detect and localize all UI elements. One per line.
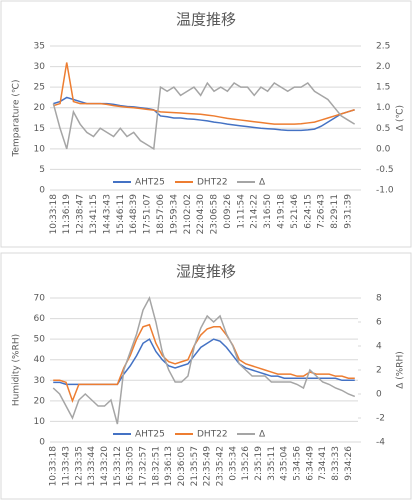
y-tick-label: 25 — [34, 83, 45, 93]
x-tick-label: 17:32:57 — [139, 446, 149, 486]
y-tick-label: 0 — [39, 186, 45, 196]
y2-tick-label: 2.5 — [376, 42, 390, 52]
y-tick-label: 10 — [34, 417, 46, 427]
legend-label: AHT25 — [135, 430, 165, 440]
legend-label: Δ — [259, 430, 266, 440]
x-tick-label: 19:36:13 — [164, 446, 174, 486]
y2-tick-label: -1.0 — [376, 186, 394, 196]
x-tick-label: 16:48:39 — [129, 194, 139, 235]
x-tick-label: 17:51:07 — [143, 194, 153, 234]
y2-tick-label: 8 — [376, 294, 382, 304]
x-tick-label: 10:33:18 — [49, 194, 59, 235]
x-tick-label: 18:57:06 — [156, 194, 166, 235]
x-tick-label: 2:35:19 — [254, 446, 264, 481]
legend-label: Δ — [259, 178, 266, 188]
y2-tick-label: 6 — [376, 318, 382, 328]
y-tick-label: 60 — [34, 314, 46, 324]
y-tick-label: 50 — [34, 335, 46, 345]
y-tick-label: 10 — [34, 144, 46, 154]
x-tick-label: 7:34:41 — [318, 446, 328, 481]
x-tick-label: 11:36:19 — [62, 194, 72, 235]
y2-tick-label: 1.0 — [376, 103, 391, 113]
x-tick-label: 23:06:58 — [210, 194, 220, 235]
x-tick-label: 18:32:51 — [151, 446, 161, 486]
y2-tick-label: -0.5 — [376, 165, 394, 175]
x-tick-label: 4:19:18 — [277, 194, 287, 229]
y2-tick-label: 0 — [376, 390, 382, 400]
x-tick-label: 4:35:04 — [280, 446, 290, 481]
x-tick-label: 15:33:12 — [113, 446, 123, 486]
x-tick-label: 23:35:42 — [216, 446, 226, 486]
chart-title: 温度推移 — [176, 11, 236, 29]
legend-label: DHT22 — [197, 178, 228, 188]
x-tick-label: 9:31:39 — [343, 194, 353, 229]
chart-title: 湿度推移 — [176, 263, 236, 281]
y-tick-label: 70 — [34, 294, 46, 304]
x-tick-label: 21:02:02 — [183, 194, 193, 234]
y2-axis-title: Δ (℃) — [396, 105, 406, 131]
x-tick-label: 5:21:46 — [290, 194, 300, 229]
x-tick-label: 12:38:47 — [76, 194, 86, 234]
y2-tick-label: 2.0 — [376, 62, 391, 72]
x-tick-label: 0:09:26 — [223, 194, 233, 229]
x-tick-label: 1:11:54 — [236, 194, 246, 229]
x-tick-label: 15:46:11 — [116, 194, 126, 234]
data-line — [52, 81, 356, 151]
x-tick-label: 6:34:49 — [305, 446, 315, 481]
y2-tick-label: 1.5 — [376, 83, 390, 93]
x-tick-label: 6:24:15 — [303, 194, 313, 229]
x-tick-label: 16:33:05 — [126, 446, 136, 486]
x-tick-label: 2:14:22 — [250, 194, 260, 229]
x-tick-label: 1:35:26 — [241, 446, 251, 481]
x-tick-label: 14:33:20 — [100, 446, 110, 487]
y-tick-label: 15 — [34, 124, 45, 134]
data-line — [53, 62, 355, 125]
y-tick-label: 20 — [34, 396, 46, 406]
y-tick-label: 35 — [34, 42, 45, 52]
legend-label: AHT25 — [135, 178, 165, 188]
x-tick-label: 8:33:33 — [331, 446, 341, 481]
data-line — [52, 295, 356, 425]
legend-label: DHT22 — [197, 430, 228, 440]
x-tick-label: 22:04:30 — [196, 194, 206, 235]
y2-tick-label: -4 — [376, 438, 385, 448]
x-tick-label: 8:29:11 — [330, 194, 340, 229]
x-tick-label: 22:35:49 — [203, 446, 213, 487]
x-tick-label: 19:59:34 — [169, 194, 179, 235]
y2-tick-label: 4 — [376, 342, 382, 352]
x-tick-label: 20:36:05 — [177, 446, 187, 486]
x-tick-label: 3:16:50 — [263, 194, 273, 229]
y2-tick-label: 0.5 — [376, 124, 390, 134]
y-tick-label: 30 — [34, 62, 46, 72]
y2-tick-label: 0.0 — [376, 144, 391, 154]
x-tick-label: 5:34:56 — [293, 446, 303, 481]
y2-tick-label: 2 — [376, 366, 382, 376]
y-axis-title: Temparature (℃) — [12, 80, 22, 158]
x-tick-label: 13:41:15 — [89, 194, 99, 234]
y-tick-label: 5 — [39, 165, 45, 175]
y-axis-title: Humidity (%RH) — [12, 334, 22, 406]
y2-tick-label: -2 — [376, 414, 385, 424]
x-tick-label: 9:34:26 — [344, 446, 354, 481]
x-tick-label: 12:33:35 — [74, 446, 84, 486]
x-tick-label: 11:33:43 — [62, 446, 72, 486]
x-tick-label: 13:33:44 — [87, 446, 97, 487]
y-tick-label: 30 — [34, 376, 46, 386]
y-tick-label: 20 — [34, 103, 46, 113]
x-tick-label: 10:33:18 — [49, 446, 59, 487]
data-line — [53, 323, 355, 404]
x-tick-label: 0:35:34 — [228, 446, 238, 481]
x-tick-label: 3:35:11 — [267, 446, 277, 481]
x-tick-label: 7:26:43 — [317, 194, 327, 229]
y-tick-label: 0 — [39, 438, 45, 448]
x-tick-label: 21:35:57 — [190, 446, 200, 486]
y-tick-label: 40 — [34, 355, 46, 365]
chart-frame — [0, 0, 412, 248]
x-tick-label: 14:43:43 — [102, 194, 112, 234]
y2-axis-title: Δ (%RH) — [396, 351, 406, 389]
